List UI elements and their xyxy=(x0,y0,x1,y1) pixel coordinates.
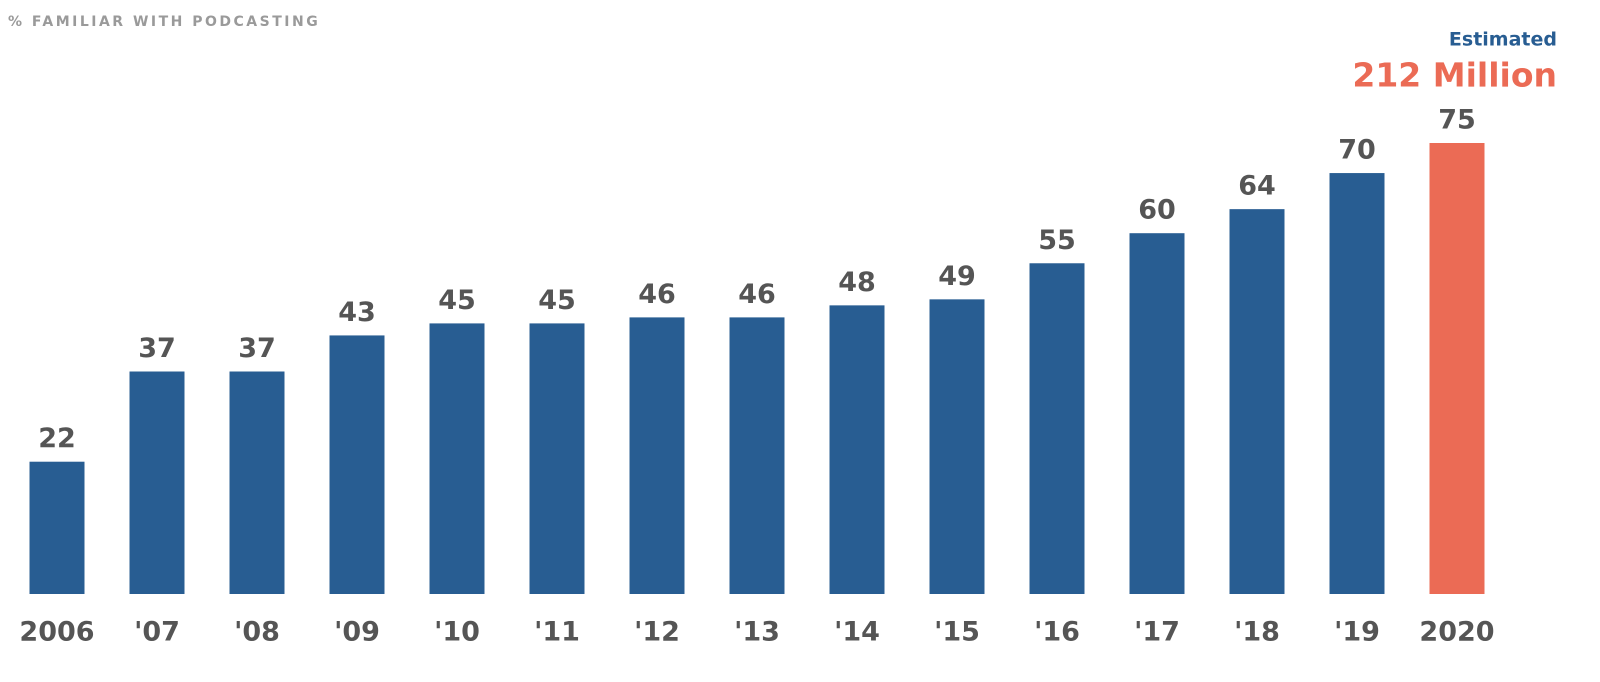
bar xyxy=(1429,143,1485,594)
bar xyxy=(229,371,285,594)
data-label: 70 xyxy=(1338,135,1376,166)
bar xyxy=(1329,173,1385,595)
data-label: 64 xyxy=(1238,171,1276,202)
x-tick-label: '18 xyxy=(1234,617,1280,648)
annotation: Estimated xyxy=(1449,29,1557,51)
data-label: 22 xyxy=(38,423,76,454)
x-tick-label: '10 xyxy=(434,617,480,648)
x-tick-label: '16 xyxy=(1034,617,1080,648)
data-label: 37 xyxy=(238,333,276,364)
data-label: 75 xyxy=(1438,105,1476,136)
bar xyxy=(929,299,985,594)
x-tick-label: '11 xyxy=(534,617,580,648)
data-label: 46 xyxy=(738,279,776,310)
data-label: 55 xyxy=(1038,225,1076,256)
x-tick-label: '15 xyxy=(934,617,980,648)
x-tick-label: '12 xyxy=(634,617,680,648)
x-tick-label: '14 xyxy=(834,617,880,648)
data-label: 48 xyxy=(838,267,876,298)
data-label: 43 xyxy=(338,297,376,328)
x-tick-label: '13 xyxy=(734,617,780,648)
x-tick-label: 2020 xyxy=(1419,617,1494,648)
annotation: 212 Million xyxy=(1352,56,1557,95)
bar xyxy=(1029,263,1085,594)
bar xyxy=(1229,209,1285,594)
data-label: 45 xyxy=(538,285,576,316)
data-label: 45 xyxy=(438,285,476,316)
bar xyxy=(129,371,185,594)
data-label: 60 xyxy=(1138,195,1176,226)
data-label: 46 xyxy=(638,279,676,310)
bar xyxy=(729,317,785,594)
chart-title: % FAMILIAR WITH PODCASTING xyxy=(8,14,320,30)
bar xyxy=(829,305,885,594)
data-label: 49 xyxy=(938,261,976,292)
x-tick-label: '08 xyxy=(234,617,280,648)
x-tick-label: '17 xyxy=(1134,617,1180,648)
data-label: 37 xyxy=(138,333,176,364)
bar xyxy=(29,461,85,594)
bar xyxy=(1129,233,1185,594)
x-tick-label: '07 xyxy=(134,617,180,648)
bar xyxy=(429,323,485,594)
bar xyxy=(329,335,385,594)
bar xyxy=(529,323,585,594)
bar xyxy=(629,317,685,594)
x-tick-label: 2006 xyxy=(19,617,94,648)
x-tick-label: '09 xyxy=(334,617,380,648)
x-tick-label: '19 xyxy=(1334,617,1380,648)
